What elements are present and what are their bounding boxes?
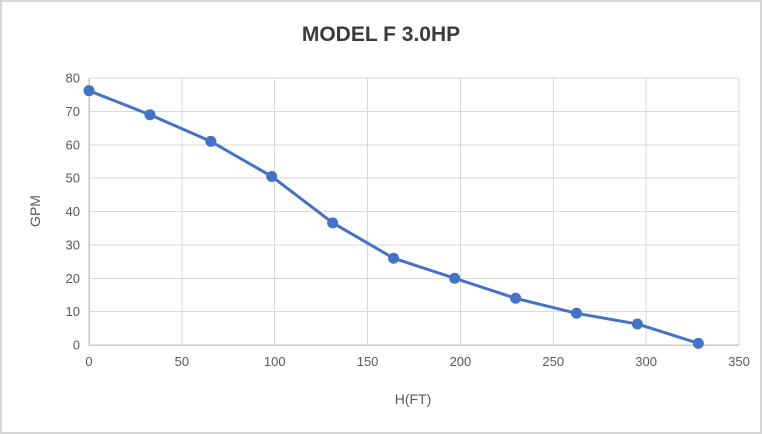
chart-title: MODEL F 3.0HP bbox=[301, 23, 461, 46]
y-axis-title: GPM bbox=[27, 195, 43, 227]
data-point-marker bbox=[205, 135, 217, 147]
y-tick-label: 20 bbox=[66, 271, 80, 286]
data-point-marker bbox=[631, 318, 643, 330]
y-tick-label: 30 bbox=[66, 237, 80, 252]
x-tick-label: 300 bbox=[635, 354, 657, 369]
y-tick-label: 10 bbox=[66, 304, 80, 319]
y-tick-label: 40 bbox=[66, 204, 80, 219]
x-tick-label: 200 bbox=[450, 354, 472, 369]
y-tick-label: 50 bbox=[66, 171, 80, 186]
x-tick-label: 250 bbox=[542, 354, 564, 369]
x-axis-title: H(FT) bbox=[394, 391, 432, 407]
x-tick-label: 50 bbox=[175, 354, 189, 369]
data-point-marker bbox=[692, 337, 704, 349]
x-tick-label: 350 bbox=[728, 354, 750, 369]
y-tick-label: 60 bbox=[66, 137, 80, 152]
data-point-marker bbox=[571, 307, 582, 319]
data-point-marker bbox=[510, 292, 522, 304]
x-tick-label: 0 bbox=[85, 354, 92, 369]
data-point-marker bbox=[388, 252, 400, 264]
data-point-marker bbox=[449, 272, 461, 284]
data-point-marker bbox=[83, 85, 95, 97]
y-tick-label: 70 bbox=[66, 104, 80, 119]
data-point-marker bbox=[327, 217, 339, 229]
series-line bbox=[87, 89, 700, 345]
data-point-marker bbox=[144, 109, 156, 121]
y-tick-label: 80 bbox=[66, 71, 80, 86]
x-tick-label: 150 bbox=[357, 354, 379, 369]
data-point-marker bbox=[266, 170, 278, 182]
y-tick-label: 0 bbox=[73, 338, 80, 353]
x-tick-label: 100 bbox=[264, 354, 286, 369]
